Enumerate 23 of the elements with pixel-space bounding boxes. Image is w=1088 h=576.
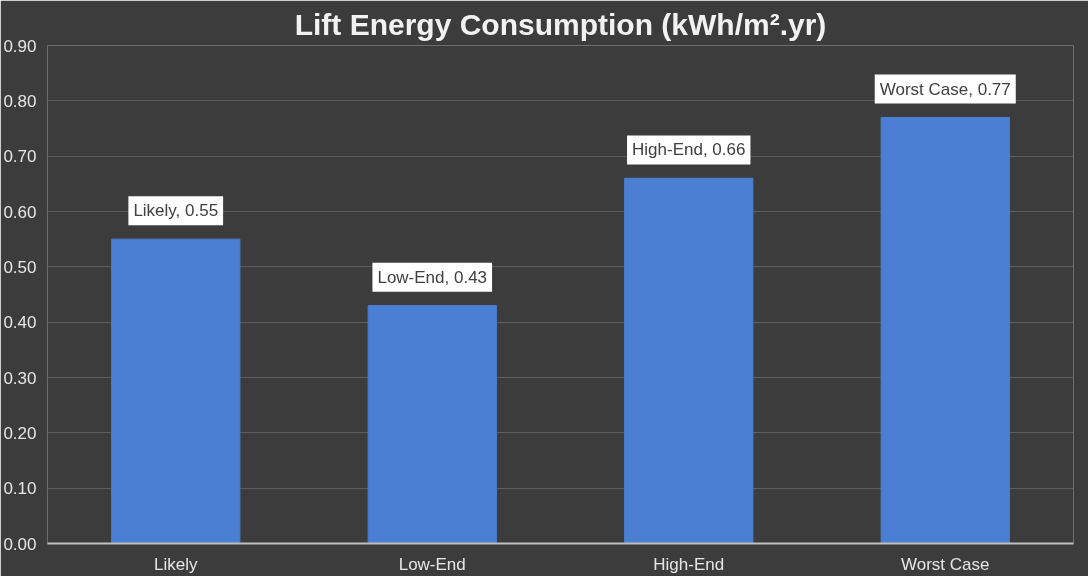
y-tick-label: 0.50: [3, 257, 37, 277]
x-tick-label: Likely: [154, 554, 198, 574]
data-label: Worst Case, 0.77: [879, 79, 1011, 99]
chart-title: Lift Energy Consumption (kWh/m².yr): [294, 7, 827, 41]
y-tick-label: 0.70: [3, 147, 37, 167]
bar: [367, 305, 497, 544]
bar: [624, 177, 754, 544]
y-tick-label: 0.40: [3, 313, 37, 333]
data-label: Low-End, 0.43: [377, 267, 488, 287]
bar: [111, 238, 241, 544]
data-label: Likely, 0.55: [133, 201, 219, 221]
y-tick-label: 0.60: [3, 202, 37, 222]
y-tick-label: 0.90: [3, 36, 37, 56]
x-tick-label: High-End: [653, 554, 725, 574]
y-tick-label: 0.80: [3, 91, 37, 111]
y-tick-label: 0.10: [3, 479, 37, 499]
x-tick-label: Low-End: [398, 554, 466, 574]
y-tick-label: 0.20: [3, 423, 37, 443]
bar: [880, 116, 1010, 544]
y-tick-label: 0.00: [3, 534, 37, 554]
y-tick-label: 0.30: [3, 368, 37, 388]
x-tick-label: Worst Case: [901, 554, 990, 574]
data-label: High-End, 0.66: [632, 140, 746, 160]
